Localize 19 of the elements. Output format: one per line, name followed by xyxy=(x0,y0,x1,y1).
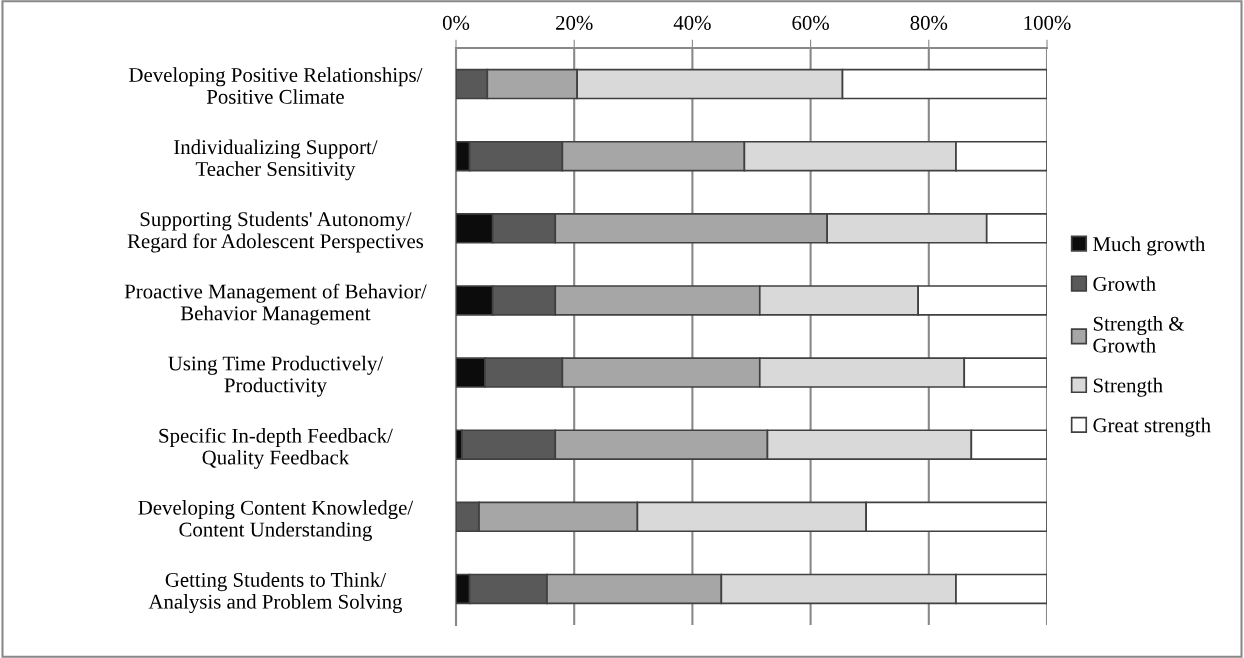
legend-label: Much growth xyxy=(1093,236,1206,256)
y-tick-label: Specific In-depth Feedback/ Quality Feedback xyxy=(159,427,393,469)
y-tick-label: Developing Positive Relationships/ Positive Climate xyxy=(129,67,423,104)
x-tick-label: 0% xyxy=(442,15,470,30)
x-tick-label: 80% xyxy=(910,15,948,30)
y-tick-label: Proactive Management of Behavior/ Behavior Management xyxy=(124,283,427,325)
legend-label: Growth xyxy=(1093,276,1156,292)
legend-label: Strength & Growth xyxy=(1093,316,1185,353)
y-tick-label: Developing Content Knowledge/ Content Understanding xyxy=(138,500,414,541)
x-tick-label: 60% xyxy=(792,15,829,30)
legend-label: Great strength xyxy=(1093,417,1211,437)
y-tick-label: Getting Students to Think/ Analysis and Problem Solving xyxy=(148,572,403,614)
legend-label: Strength xyxy=(1093,377,1163,397)
y-tick-label: Using Time Productively/ Productivity xyxy=(168,355,384,397)
x-tick-label: 40% xyxy=(673,15,711,30)
x-tick-label: 100% xyxy=(1024,15,1071,30)
x-tick-label: 20% xyxy=(556,15,593,30)
y-tick-label: Individualizing Support/ Teacher Sensitivity xyxy=(174,139,378,181)
y-tick-label: Supporting Students' Autonomy/ Regard for Adolescent Perspectives xyxy=(127,211,424,253)
